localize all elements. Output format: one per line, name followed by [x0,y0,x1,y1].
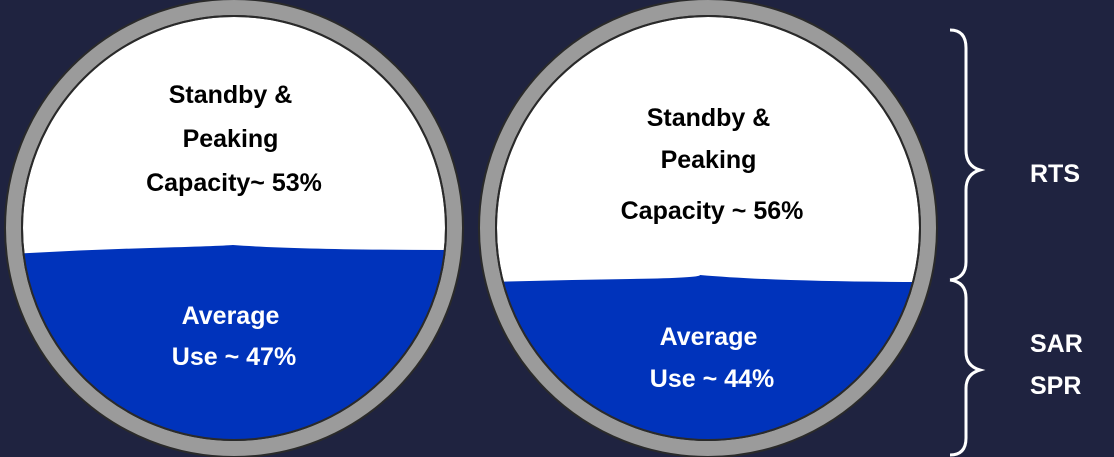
rts-label: RTS [1030,160,1080,188]
tank-right-standby-label: Standby & Peaking Capacity ~ 56% [621,104,804,225]
spr-label: SPR [1030,372,1081,400]
tank-right: Standby & Peaking Capacity ~ 56% Average… [478,0,938,457]
lower-curly-brace [949,278,986,457]
tank-left: Standby & Peaking Capacity~ 53% Average … [4,0,464,457]
sar-label: SAR [1030,330,1083,358]
tank-right-standby-line: Peaking [661,146,757,174]
tank-left-inner-edge [21,15,447,441]
sar-spr-label: SAR SPR [1030,330,1090,400]
tank-left-average-line: Average [182,302,280,330]
tank-right-standby-line: Capacity ~ 56% [621,197,804,225]
tank-left-standby-label: Standby & Peaking Capacity~ 53% [146,81,322,197]
tank-left-standby-line: Peaking [183,125,279,153]
tank-left-standby-line: Standby & [169,81,293,109]
tank-right-standby-line: Standby & [647,104,771,132]
tank-right-average-line: Use ~ 44% [650,365,774,393]
tank-right-inner-edge [495,15,921,441]
tank-left-standby-line: Capacity~ 53% [146,169,322,197]
upper-curly-brace [949,28,986,282]
tank-left-average-label: Average Use ~ 47% [172,302,296,371]
tank-right-average-line: Average [660,323,758,351]
tank-right-average-label: Average Use ~ 44% [650,323,774,393]
tank-left-average-line: Use ~ 47% [172,343,296,371]
